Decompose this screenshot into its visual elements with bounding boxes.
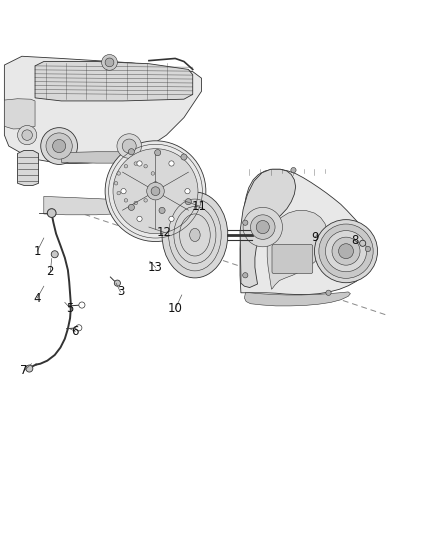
Circle shape [319, 224, 373, 278]
Circle shape [102, 54, 117, 70]
Circle shape [137, 216, 142, 222]
Circle shape [117, 172, 120, 175]
Circle shape [291, 167, 296, 173]
Circle shape [124, 165, 128, 168]
Text: 8: 8 [351, 233, 358, 247]
Text: 4: 4 [33, 292, 41, 304]
Circle shape [155, 150, 161, 156]
Text: 5: 5 [67, 302, 74, 314]
Circle shape [41, 128, 78, 165]
Circle shape [122, 139, 136, 153]
Circle shape [365, 246, 371, 252]
Circle shape [185, 199, 191, 205]
FancyBboxPatch shape [272, 245, 313, 273]
Circle shape [51, 251, 58, 258]
Circle shape [256, 221, 269, 233]
Text: 3: 3 [117, 285, 124, 298]
Circle shape [151, 172, 155, 175]
Circle shape [154, 182, 157, 185]
Circle shape [144, 165, 147, 168]
Circle shape [22, 130, 32, 140]
Text: 10: 10 [168, 303, 183, 316]
Circle shape [105, 58, 114, 67]
Polygon shape [240, 169, 373, 295]
Circle shape [76, 325, 82, 331]
Circle shape [121, 189, 126, 194]
Polygon shape [35, 61, 193, 101]
Circle shape [360, 240, 366, 246]
Circle shape [128, 149, 134, 155]
Circle shape [113, 149, 198, 233]
Polygon shape [240, 169, 296, 287]
Circle shape [26, 365, 33, 372]
Circle shape [116, 164, 155, 203]
Circle shape [251, 215, 275, 239]
Circle shape [117, 191, 120, 195]
Circle shape [18, 125, 37, 145]
Circle shape [325, 231, 367, 272]
Text: 11: 11 [192, 199, 207, 213]
Circle shape [128, 204, 134, 211]
Circle shape [169, 161, 174, 166]
Circle shape [114, 280, 120, 286]
Circle shape [159, 207, 165, 214]
Circle shape [124, 199, 128, 202]
Circle shape [47, 209, 56, 217]
Circle shape [117, 134, 141, 158]
Text: 13: 13 [148, 261, 163, 274]
Circle shape [151, 191, 155, 195]
Circle shape [314, 220, 378, 282]
Polygon shape [18, 150, 39, 185]
Ellipse shape [190, 229, 200, 241]
Circle shape [147, 182, 164, 200]
Circle shape [185, 189, 190, 194]
Circle shape [326, 290, 331, 295]
Text: 9: 9 [311, 231, 319, 244]
Ellipse shape [162, 192, 228, 278]
Text: 12: 12 [157, 226, 172, 239]
Circle shape [79, 302, 85, 308]
Text: 6: 6 [71, 325, 79, 338]
Circle shape [243, 220, 248, 225]
Polygon shape [44, 197, 131, 215]
Text: 1: 1 [33, 245, 41, 257]
Circle shape [137, 161, 142, 166]
Circle shape [332, 237, 360, 265]
Circle shape [105, 141, 206, 241]
Text: 7: 7 [20, 364, 28, 377]
Text: 2: 2 [46, 265, 54, 278]
Circle shape [169, 216, 174, 222]
Circle shape [151, 187, 160, 196]
Circle shape [46, 133, 72, 159]
Circle shape [53, 140, 66, 152]
Circle shape [144, 199, 147, 202]
Polygon shape [267, 211, 328, 289]
Polygon shape [61, 152, 140, 163]
Circle shape [243, 207, 283, 247]
Circle shape [339, 244, 353, 259]
Circle shape [243, 273, 248, 278]
Polygon shape [244, 292, 350, 306]
Polygon shape [4, 99, 35, 129]
Circle shape [114, 182, 118, 185]
Circle shape [181, 154, 187, 160]
Circle shape [134, 201, 138, 205]
Polygon shape [4, 56, 201, 164]
Circle shape [134, 162, 138, 165]
Polygon shape [131, 152, 193, 214]
